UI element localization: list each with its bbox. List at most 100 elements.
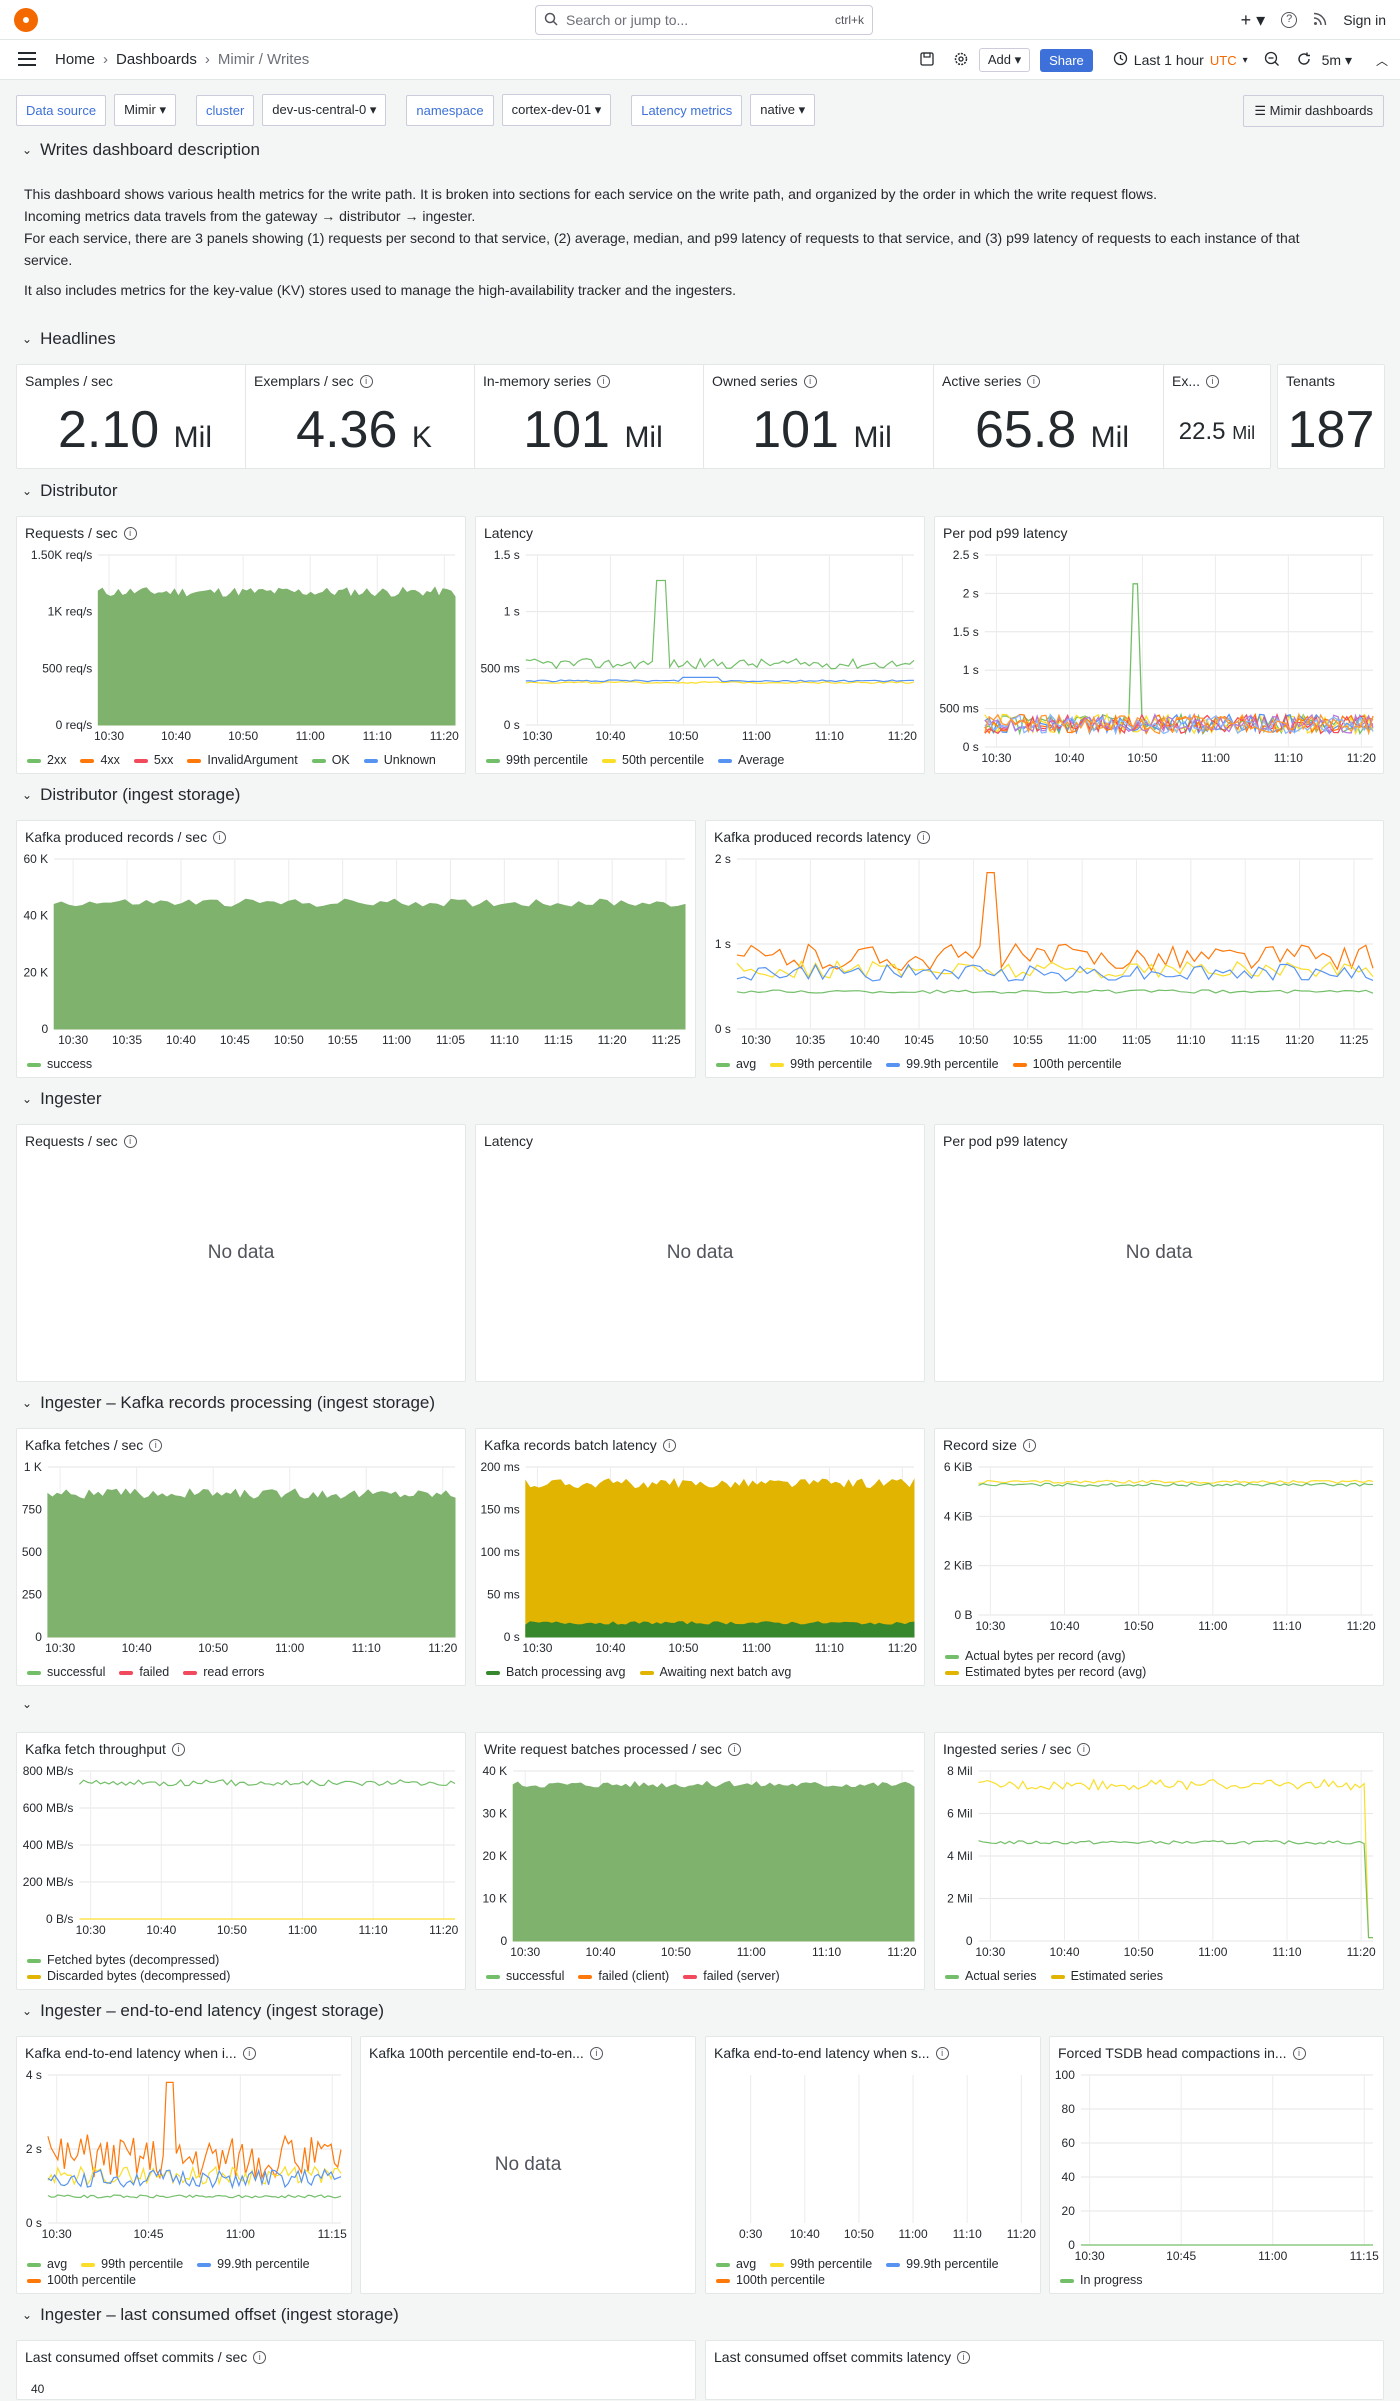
info-icon[interactable]: i [359,374,373,388]
refresh-interval-picker[interactable]: 5m ▾ [1321,51,1352,68]
row-kafka-processing[interactable]: ⌄ Ingester – Kafka records processing (in… [22,1393,436,1412]
legend-item[interactable]: 99th percentile [770,2257,872,2271]
settings-gear-icon[interactable] [953,51,969,70]
legend-item[interactable]: successful [486,1969,564,1983]
grafana-logo-icon[interactable] [14,8,38,32]
legend-item[interactable]: Fetched bytes (decompressed) [27,1953,457,1967]
stat-panel[interactable]: Exemplars / sec i 4.36 K [245,364,483,469]
info-icon[interactable]: i [662,1438,676,1452]
legend-item[interactable]: successful [27,1665,105,1679]
var-select-latency[interactable]: native ▾ [750,94,816,126]
legend-item[interactable]: 99.9th percentile [197,2257,310,2271]
panel-e2e-s[interactable]: Kafka end-to-end latency when s... i 0:30 1… [705,2036,1041,2294]
panel-dist-pod[interactable]: Per pod p99 latency 2.5 s 2 s 1.5 s 1 s 500 m… [934,516,1384,774]
row-ingester[interactable]: ⌄ Ingester [22,1089,102,1108]
legend-item[interactable]: 99.9th percentile [886,1057,999,1071]
legend-item[interactable]: avg [716,1057,756,1071]
zoom-out-icon[interactable] [1264,51,1280,70]
legend-item[interactable]: read errors [183,1665,264,1679]
legend-item[interactable]: failed (client) [578,1969,669,1983]
panel-kafka-batch[interactable]: Kafka records batch latency i 200 ms 150 ms… [475,1428,925,1686]
legend-item[interactable]: Estimated bytes per record (avg) [945,1665,1375,1679]
legend-item[interactable]: success [27,1057,92,1071]
stat-panel[interactable]: Owned series i 101 Mil [703,364,941,469]
info-icon[interactable]: i [727,1742,741,1756]
panel-kafka-fetch[interactable]: Kafka fetches / sec i 1 K 750 500 250 0 10:30 10… [16,1428,466,1686]
legend-item[interactable]: 50th percentile [602,753,704,767]
row-headlines[interactable]: ⌄ Headlines [22,329,116,348]
info-icon[interactable]: i [149,1438,163,1452]
info-icon[interactable]: i [253,2350,267,2364]
info-icon[interactable]: i [171,1742,185,1756]
info-icon[interactable]: i [935,2046,949,2060]
signin-link[interactable]: Sign in [1343,12,1386,28]
legend-item[interactable]: Actual bytes per record (avg) [945,1649,1375,1663]
panel-offset-commits[interactable]: Last consumed offset commits / sec i 40 [16,2340,696,2400]
legend-item[interactable]: failed (server) [683,1969,780,1983]
legend-item[interactable]: 99th percentile [770,1057,872,1071]
panel-offset-lat[interactable]: Last consumed offset commits latency i [705,2340,1384,2400]
legend-item[interactable]: InvalidArgument [187,753,298,767]
legend-item[interactable]: 99th percentile [486,753,588,767]
var-select-namespace[interactable]: cortex-dev-01 ▾ [501,94,612,126]
stat-panel[interactable]: In-memory series i 101 Mil [474,364,712,469]
legend-item[interactable]: 100th percentile [27,2273,136,2287]
info-icon[interactable]: i [1027,374,1041,388]
stat-panel[interactable]: Active series i 65.8 Mil [933,364,1171,469]
info-icon[interactable]: i [123,526,137,540]
var-select-cluster[interactable]: dev-us-central-0 ▾ [262,94,387,126]
rss-icon[interactable] [1313,12,1327,29]
info-icon[interactable]: i [1292,2046,1306,2060]
row-distributor[interactable]: ⌄ Distributor [22,481,118,500]
info-icon[interactable]: i [597,374,611,388]
panel-ing-pod[interactable]: Per pod p99 latency No data [934,1124,1384,1382]
info-icon[interactable]: i [1077,1742,1091,1756]
stat-panel[interactable]: Samples / sec 2.10 Mil [16,364,254,469]
panel-e2e-when[interactable]: Kafka end-to-end latency when i... i 4 s 2 … [16,2036,352,2294]
help-icon[interactable]: ? [1281,12,1298,28]
add-new-icon[interactable]: + ▾ [1240,9,1266,30]
row-untitled[interactable]: ⌄ [22,1697,40,1711]
info-icon[interactable]: i [957,2350,971,2364]
panel-fetch-tp[interactable]: Kafka fetch throughput i 800 MB/s 600 MB/s 4… [16,1732,466,1990]
row-last-consumed-offset[interactable]: ⌄ Ingester – last consumed offset (ingest… [22,2305,399,2324]
share-button[interactable]: Share [1040,48,1093,72]
var-select-datasource[interactable]: Mimir ▾ [114,94,176,126]
panel-ing-lat[interactable]: Latency No data [475,1124,925,1382]
info-icon[interactable]: i [213,830,227,844]
mimir-dashboards-button[interactable]: ☰ Mimir dashboards [1243,95,1384,127]
row-e2e-latency[interactable]: ⌄ Ingester – end-to-end latency (ingest s… [22,2001,385,2020]
panel-dist-rps[interactable]: Requests / sec i 1.50K req/s 1K req/s 500 re… [16,516,466,774]
legend-item[interactable]: OK [311,753,350,767]
legend-item[interactable]: 5xx [133,753,173,767]
panel-e2e-100[interactable]: Kafka 100th percentile end-to-en... i No d… [360,2036,696,2294]
info-icon[interactable]: i [1022,1438,1036,1452]
legend-item[interactable]: In progress [1060,2273,1143,2287]
info-icon[interactable]: i [123,1134,137,1148]
legend-item[interactable]: Awaiting next batch avg [639,1665,791,1679]
info-icon[interactable]: i [589,2046,603,2060]
info-icon[interactable]: i [242,2046,256,2060]
panel-ing-rps[interactable]: Requests / sec i No data [16,1124,466,1382]
legend-item[interactable]: Actual series [945,1969,1037,1983]
panel-tsdb[interactable]: Forced TSDB head compactions in... i 100 80… [1049,2036,1384,2294]
row-writes-description[interactable]: ⌄ Writes dashboard description [22,140,260,159]
info-icon[interactable]: i [803,374,817,388]
panel-kafka-prod[interactable]: Kafka produced records / sec i 60 K 40 K 20 … [16,820,696,1078]
search-input[interactable]: Search or jump to... ctrl+k [535,5,873,35]
stat-panel[interactable]: Ex... i 22.5 Mil [1163,364,1271,469]
panel-write-batches[interactable]: Write request batches processed / sec i 40… [475,1732,925,1990]
legend-item[interactable]: 99th percentile [81,2257,183,2271]
legend-item[interactable]: failed [119,1665,169,1679]
legend-item[interactable]: 2xx [27,753,66,767]
stat-panel[interactable]: Tenants 187 [1277,364,1385,469]
panel-ingested[interactable]: Ingested series / sec i 8 Mil 6 Mil 4 Mil 2 M… [934,1732,1384,1990]
legend-item[interactable]: 100th percentile [1012,1057,1122,1071]
time-range-picker[interactable]: Last 1 hour UTC ▾ [1113,51,1248,69]
breadcrumb-home[interactable]: Home [55,51,96,68]
legend-item[interactable]: 4xx [80,753,120,767]
row-distributor-ingest[interactable]: ⌄ Distributor (ingest storage) [22,785,241,804]
refresh-icon[interactable] [1296,51,1312,70]
menu-icon[interactable] [18,52,36,66]
